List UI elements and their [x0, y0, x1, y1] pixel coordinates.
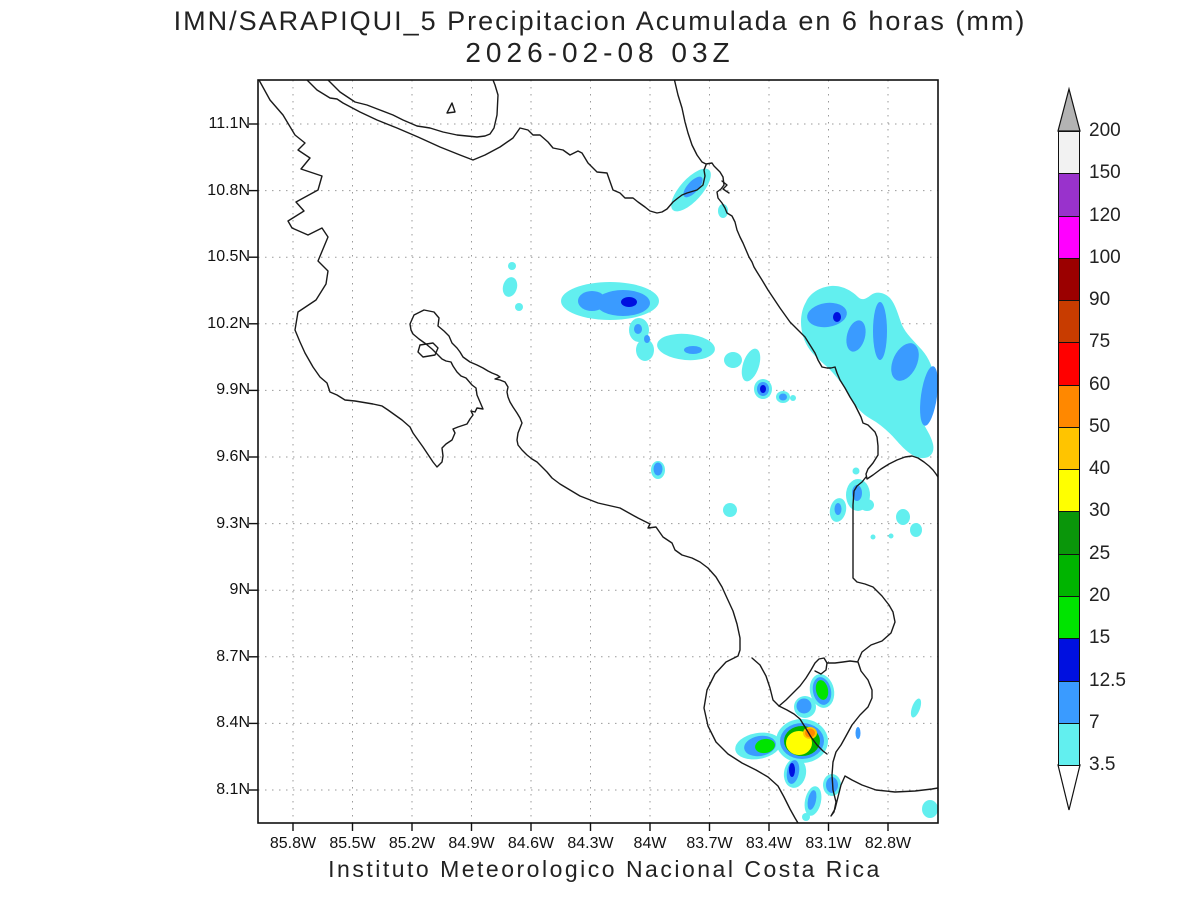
plot-subtitle-datetime: 2026-02-08 03Z — [465, 37, 735, 68]
ometepe-island-path — [446, 102, 456, 114]
colorbar-box — [1058, 680, 1080, 724]
golfo-dulce-head-path — [778, 657, 828, 707]
colorbar-box — [1058, 511, 1080, 555]
precip-cells-7mm — [578, 176, 938, 810]
colorbar-box — [1058, 595, 1080, 640]
precipitation-layer — [502, 168, 938, 821]
lat-tick-label: 11.1N — [208, 115, 250, 132]
lon-tick-label: 82.8W — [864, 835, 912, 852]
colorbar-box — [1058, 384, 1080, 428]
river-mouth-detail-path — [721, 180, 730, 194]
precip-cells-south-core — [755, 680, 829, 756]
nicaragua-border-path — [306, 80, 707, 214]
colorbar-tick-label: 200 — [1089, 120, 1121, 141]
colorbar-tick-label: 90 — [1089, 289, 1111, 311]
panama-border-path — [852, 476, 896, 662]
map-frame — [257, 79, 939, 824]
pacific-coastline-path — [258, 80, 799, 823]
lon-tick-label: 85.2W — [388, 835, 436, 852]
lat-tick-label: 10.5N — [207, 248, 250, 266]
coastline-layer — [258, 80, 938, 823]
colorbar-tick-label: 12.5 — [1089, 669, 1126, 691]
colorbar-box — [1058, 553, 1080, 597]
lat-tick-label: 8.4N — [216, 714, 250, 732]
colorbar-box — [1058, 131, 1080, 175]
colorbar-arrow-down — [1057, 764, 1081, 811]
precip-cells-3.5mm — [502, 168, 938, 821]
lat-tick-label: 8.7N — [216, 647, 250, 665]
colorbar-tick-label: 25 — [1089, 542, 1111, 564]
lat-tick-label: 9.9N — [216, 381, 250, 399]
lon-tick-label: 84.6W — [507, 835, 555, 852]
colorbar-tick-label: 50 — [1089, 415, 1111, 437]
colorbar-tick-label: 120 — [1089, 204, 1121, 226]
colorbar-tick-label: 15 — [1089, 627, 1111, 649]
lat-tick-label: 8.1N — [216, 781, 250, 798]
colorbar-box — [1058, 426, 1080, 471]
lat-tick-label: 10.8N — [207, 181, 250, 199]
colorbar-tick-label: 30 — [1089, 500, 1111, 522]
colorbar-tick-label: 7 — [1089, 711, 1100, 733]
caribbean-coastline-path — [673, 80, 938, 480]
lon-tick-label: 85.8W — [269, 835, 317, 852]
lon-tick-label: 83.4W — [745, 835, 793, 852]
colorbar-tick-label: 60 — [1089, 373, 1111, 395]
plot-title: IMN/SARAPIQUI_5 Precipitacion Acumulada … — [173, 6, 1027, 36]
lon-tick-label: 83.7W — [686, 835, 733, 852]
colorbar-box — [1058, 638, 1080, 682]
colorbar-tick-label: 3.5 — [1089, 754, 1116, 776]
colorbar-tick-label: 40 — [1089, 458, 1111, 480]
colorbar-tick-label: 150 — [1089, 162, 1121, 184]
lat-tick-label: 9.3N — [216, 514, 250, 532]
colorbar-box — [1058, 257, 1080, 302]
colorbar-box — [1058, 173, 1080, 217]
lon-tick-label: 84.3W — [567, 835, 614, 852]
golfo-dulce-west-shore-path — [751, 657, 828, 755]
lon-tick-label: 85.5W — [329, 835, 376, 852]
golfo-dulce-east-burica-panama-path — [826, 660, 938, 817]
colorbar-tick-label: 75 — [1089, 331, 1111, 353]
chira-island-path — [417, 342, 439, 358]
lat-tick-label: 10.2N — [207, 314, 250, 332]
lon-tick-label: 83.1W — [805, 835, 852, 852]
lon-tick-label: 84W — [633, 835, 667, 852]
colorbar-box — [1058, 215, 1080, 259]
lake-nicaragua-shore-path — [327, 80, 499, 138]
colorbar-box — [1058, 300, 1080, 344]
footer-attribution: Instituto Meteorologico Nacional Costa R… — [328, 856, 882, 882]
colorbar-tick-label: 100 — [1089, 246, 1121, 268]
precip-cells-12.5mm — [621, 297, 841, 777]
colorbar-arrow-up — [1057, 86, 1081, 132]
colorbar-box — [1058, 342, 1080, 386]
grid-lines — [258, 80, 938, 823]
lon-tick-label: 84.9W — [448, 835, 495, 852]
colorbar-box — [1058, 469, 1080, 513]
lat-tick-label: 9N — [229, 581, 250, 599]
axis-ticks — [249, 123, 889, 831]
lat-tick-label: 9.6N — [216, 448, 250, 465]
colorbar-box — [1058, 722, 1080, 767]
colorbar-tick-label: 20 — [1089, 584, 1111, 606]
